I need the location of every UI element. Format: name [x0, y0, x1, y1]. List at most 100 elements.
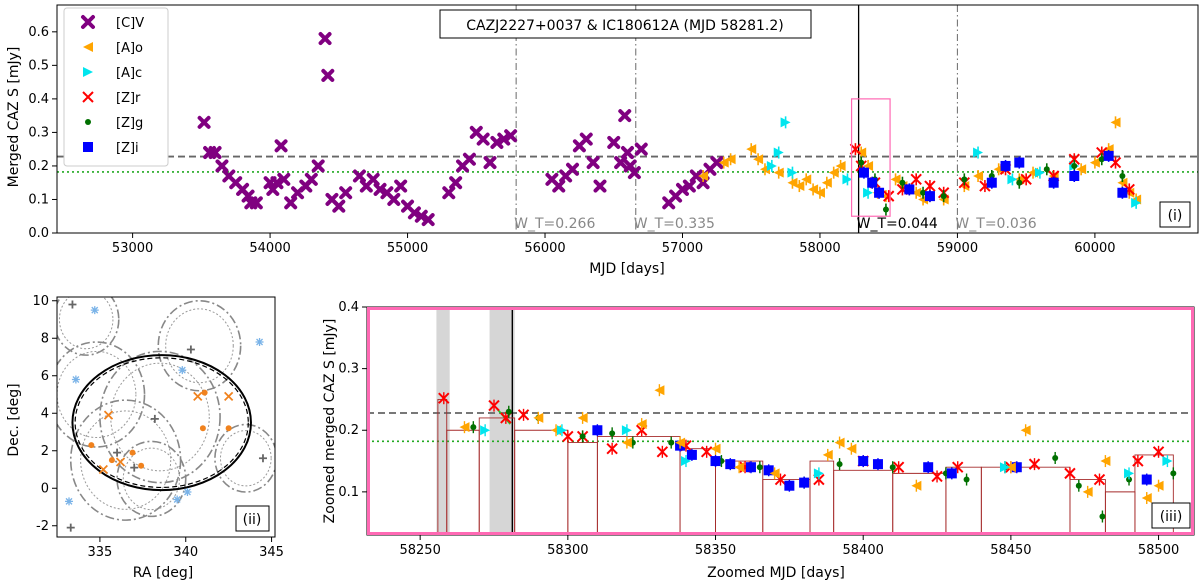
source-dot: [225, 425, 232, 432]
data-point: [215, 159, 229, 173]
panel3-highlight-frame: [367, 307, 1194, 535]
panel2-ylabel: Dec. [deg]: [6, 383, 22, 456]
data-point: [517, 409, 530, 421]
data-point: [208, 146, 222, 160]
window-label: W_T=0.036: [955, 216, 1036, 232]
data-point: [1011, 462, 1022, 473]
data-point: [1152, 446, 1165, 458]
title-text: CAZJ2227+0037 & IC180612A (MJD 58281.2): [466, 18, 784, 34]
error-ellipse: [71, 354, 252, 492]
data-point: [1162, 456, 1173, 467]
data-point: [769, 468, 780, 479]
data-point: [197, 115, 211, 129]
data-point: [304, 172, 318, 186]
data-point: [1071, 162, 1078, 169]
candidate-circle: [57, 297, 120, 356]
x-tick-label: 58400: [843, 543, 884, 558]
panel1-xlabel: MJD [days]: [589, 261, 664, 277]
y-tick-label: 2: [41, 444, 49, 459]
x-tick-label: 57000: [662, 241, 703, 256]
data-point: [1048, 177, 1059, 188]
panel-zoom: Zoomed merged CAZ S [mJy] Zoomed MJD [da…: [322, 319, 845, 581]
panel3-plot: [367, 307, 1194, 535]
data-point: [284, 196, 298, 210]
y-tick-label: 0.3: [28, 125, 49, 140]
data-point: [654, 385, 665, 396]
x-tick-label: 58300: [547, 543, 588, 558]
data-point: [889, 464, 896, 471]
panel-label-box: [1151, 502, 1191, 529]
legend-label: [Z]i: [116, 141, 139, 156]
data-point: [566, 162, 580, 176]
data-point: [801, 174, 812, 185]
data-point: [734, 462, 745, 473]
data-point: [627, 166, 641, 180]
data-point: [274, 139, 288, 153]
data-point: [311, 159, 325, 173]
data-point: [277, 172, 291, 186]
data-point: [787, 167, 798, 178]
data-point: [1016, 179, 1023, 186]
panel1-plot: W_T=0.266 W_T=0.335 W_T=0.044 W_T=0.036: [57, 5, 1198, 233]
candidate-circle: [214, 423, 275, 493]
data-point: [1099, 513, 1106, 520]
source-x: [224, 391, 234, 402]
data-point: [680, 456, 691, 467]
bayesian-block: [980, 466, 1071, 535]
data-point: [813, 468, 824, 479]
data-point: [1132, 455, 1144, 467]
data-point: [621, 425, 632, 436]
data-point: [1075, 482, 1082, 489]
data-point: [462, 152, 476, 166]
window-label: W_T=0.266: [514, 216, 595, 232]
legend-label: [C]V: [116, 16, 144, 31]
y-tick-label: 10: [32, 294, 49, 309]
data-point: [710, 456, 721, 467]
data-point: [961, 176, 968, 183]
data-point: [834, 437, 845, 448]
data-point: [682, 179, 696, 193]
source-plus: [113, 448, 122, 457]
bayesian-block: [1104, 491, 1136, 535]
data-point: [614, 156, 628, 170]
y-tick-label: 4: [41, 406, 49, 421]
bayesian-block: [809, 460, 835, 535]
data-point: [986, 177, 997, 188]
data-point: [656, 446, 669, 458]
data-point: [808, 184, 819, 195]
y-tick-label: 0: [41, 481, 49, 496]
y-tick-label: 0.2: [338, 423, 359, 438]
error-ellipse-inner: [74, 357, 249, 489]
data-point: [1098, 156, 1105, 163]
data-point: [828, 167, 839, 178]
data-point: [863, 160, 874, 171]
data-point: [858, 456, 869, 467]
candidate-circle-inner: [122, 447, 181, 511]
data-point: [621, 437, 632, 448]
panel3-xlabel: Zoomed MJD [days]: [707, 565, 845, 581]
y-tick-label: 0.1: [28, 192, 49, 207]
data-point: [332, 199, 346, 213]
source-star: [173, 495, 182, 504]
data-point: [579, 433, 586, 440]
data-point: [668, 439, 675, 446]
source-dot: [138, 462, 145, 469]
bayesian-block: [567, 442, 598, 535]
data-point: [988, 173, 995, 179]
panel-label: (iii): [1160, 509, 1183, 525]
data-point: [835, 160, 846, 171]
x-tick-label: 58000: [799, 241, 840, 256]
data-point: [725, 154, 736, 165]
data-point: [1068, 153, 1080, 165]
legend-label: [A]o: [116, 41, 143, 56]
panel-label: (i): [1168, 208, 1183, 224]
data-point: [973, 147, 984, 158]
data-point: [621, 146, 634, 160]
data-point: [924, 191, 935, 202]
source-plus: [68, 300, 77, 309]
data-point: [609, 430, 616, 437]
y-tick-label: 0.1: [338, 485, 359, 500]
data-point: [504, 129, 518, 143]
data-point: [459, 422, 470, 433]
data-point: [476, 132, 490, 146]
